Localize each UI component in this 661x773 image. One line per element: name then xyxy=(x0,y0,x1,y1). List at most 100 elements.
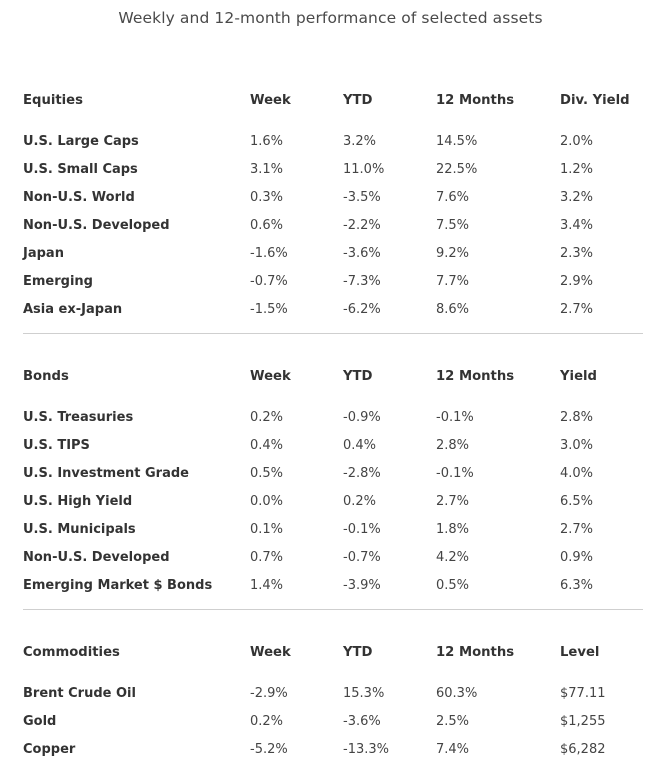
ytd-value: 0.4% xyxy=(343,438,377,453)
level-value: $77.11 xyxy=(560,686,606,701)
ytd-value: 11.0% xyxy=(343,162,385,177)
table-row: Asia ex-Japan -1.5% -6.2% 8.6% 2.7% xyxy=(23,296,643,324)
ytd-value: -6.2% xyxy=(343,302,381,317)
row-label: Brent Crude Oil xyxy=(23,686,136,701)
12-month-value: -0.1% xyxy=(436,466,474,481)
row-label: Non-U.S. Developed xyxy=(23,218,170,233)
row-label: U.S. TIPS xyxy=(23,438,90,453)
12-month-value: -0.1% xyxy=(436,410,474,425)
table-row: Non-U.S. Developed 0.6% -2.2% 7.5% 3.4% xyxy=(23,212,643,240)
yield-value: 2.3% xyxy=(560,246,594,261)
week-value: 1.6% xyxy=(250,134,284,149)
yield-value: 0.9% xyxy=(560,550,594,565)
table-row: U.S. Municipals 0.1% -0.1% 1.8% 2.7% xyxy=(23,516,643,544)
table-row: U.S. Large Caps 1.6% 3.2% 14.5% 2.0% xyxy=(23,128,643,156)
yield-value: 6.3% xyxy=(560,578,594,593)
12-month-value: 1.8% xyxy=(436,522,470,537)
ytd-value: -3.6% xyxy=(343,714,381,729)
week-value: -5.2% xyxy=(250,742,288,757)
yield-value: 6.5% xyxy=(560,494,594,509)
row-label: Asia ex-Japan xyxy=(23,302,123,317)
column-header-div-yield: Div. Yield xyxy=(560,93,630,108)
row-label: U.S. Municipals xyxy=(23,522,136,537)
yield-value: 2.0% xyxy=(560,134,594,149)
week-value: -1.5% xyxy=(250,302,288,317)
level-value: $6,282 xyxy=(560,742,606,757)
week-value: 0.5% xyxy=(250,466,284,481)
bonds-table: Bonds Week YTD 12 Months Yield U.S. Trea… xyxy=(23,363,643,600)
ytd-value: -13.3% xyxy=(343,742,389,757)
row-label: U.S. Investment Grade xyxy=(23,466,189,481)
week-value: 1.4% xyxy=(250,578,284,593)
week-value: 0.2% xyxy=(250,410,284,425)
column-header-yield: Yield xyxy=(560,369,597,384)
table-row: U.S. High Yield 0.0% 0.2% 2.7% 6.5% xyxy=(23,488,643,516)
12-month-value: 2.8% xyxy=(436,438,470,453)
12-month-value: 4.2% xyxy=(436,550,470,565)
column-header-category: Commodities xyxy=(23,645,120,660)
yield-value: 2.7% xyxy=(560,522,594,537)
column-header-ytd: YTD xyxy=(343,369,373,384)
column-header-ytd: YTD xyxy=(343,645,373,660)
ytd-value: -3.5% xyxy=(343,190,381,205)
12-month-value: 22.5% xyxy=(436,162,478,177)
ytd-value: -3.9% xyxy=(343,578,381,593)
table-row: U.S. Investment Grade 0.5% -2.8% -0.1% 4… xyxy=(23,460,643,488)
table-row: Gold 0.2% -3.6% 2.5% $1,255 xyxy=(23,708,643,736)
week-value: 0.0% xyxy=(250,494,284,509)
row-label: U.S. Large Caps xyxy=(23,134,139,149)
yield-value: 3.4% xyxy=(560,218,594,233)
ytd-value: -2.8% xyxy=(343,466,381,481)
row-label: Emerging Market $ Bonds xyxy=(23,578,213,593)
week-value: -1.6% xyxy=(250,246,288,261)
row-label: U.S. High Yield xyxy=(23,494,133,509)
table-row: U.S. TIPS 0.4% 0.4% 2.8% 3.0% xyxy=(23,432,643,460)
ytd-value: -3.6% xyxy=(343,246,381,261)
section-divider xyxy=(23,333,643,334)
ytd-value: -0.9% xyxy=(343,410,381,425)
week-value: 0.1% xyxy=(250,522,284,537)
table-header-row: Commodities Week YTD 12 Months Level xyxy=(23,639,643,667)
ytd-value: 0.2% xyxy=(343,494,377,509)
week-value: 3.1% xyxy=(250,162,284,177)
ytd-value: 15.3% xyxy=(343,686,385,701)
table-header-row: Equities Week YTD 12 Months Div. Yield xyxy=(23,87,643,115)
12-month-value: 0.5% xyxy=(436,578,470,593)
yield-value: 1.2% xyxy=(560,162,594,177)
week-value: 0.4% xyxy=(250,438,284,453)
table-row: Japan -1.6% -3.6% 9.2% 2.3% xyxy=(23,240,643,268)
table-row: Emerging -0.7% -7.3% 7.7% 2.9% xyxy=(23,268,643,296)
table-row: Non-U.S. Developed 0.7% -0.7% 4.2% 0.9% xyxy=(23,544,643,572)
ytd-value: 3.2% xyxy=(343,134,377,149)
ytd-value: -0.7% xyxy=(343,550,381,565)
row-label: Emerging xyxy=(23,274,93,289)
row-label: Japan xyxy=(23,246,64,261)
row-label: U.S. Treasuries xyxy=(23,410,134,425)
table-row: Non-U.S. World 0.3% -3.5% 7.6% 3.2% xyxy=(23,184,643,212)
12-month-value: 8.6% xyxy=(436,302,470,317)
week-value: 0.2% xyxy=(250,714,284,729)
column-header-category: Bonds xyxy=(23,369,69,384)
column-header-12-months: 12 Months xyxy=(436,369,515,384)
row-label: Non-U.S. Developed xyxy=(23,550,170,565)
week-value: 0.7% xyxy=(250,550,284,565)
yield-value: 2.9% xyxy=(560,274,594,289)
yield-value: 3.0% xyxy=(560,438,594,453)
yield-value: 2.7% xyxy=(560,302,594,317)
table-row: Copper -5.2% -13.3% 7.4% $6,282 xyxy=(23,736,643,764)
12-month-value: 9.2% xyxy=(436,246,470,261)
row-label: U.S. Small Caps xyxy=(23,162,138,177)
row-label: Gold xyxy=(23,714,57,729)
yield-value: 3.2% xyxy=(560,190,594,205)
week-value: -2.9% xyxy=(250,686,288,701)
column-header-ytd: YTD xyxy=(343,93,373,108)
table-row: Brent Crude Oil -2.9% 15.3% 60.3% $77.11 xyxy=(23,680,643,708)
row-label: Non-U.S. World xyxy=(23,190,135,205)
ytd-value: -2.2% xyxy=(343,218,381,233)
ytd-value: -7.3% xyxy=(343,274,381,289)
12-month-value: 7.6% xyxy=(436,190,470,205)
week-value: 0.3% xyxy=(250,190,284,205)
column-header-week: Week xyxy=(250,369,291,384)
12-month-value: 7.5% xyxy=(436,218,470,233)
12-month-value: 2.5% xyxy=(436,714,470,729)
